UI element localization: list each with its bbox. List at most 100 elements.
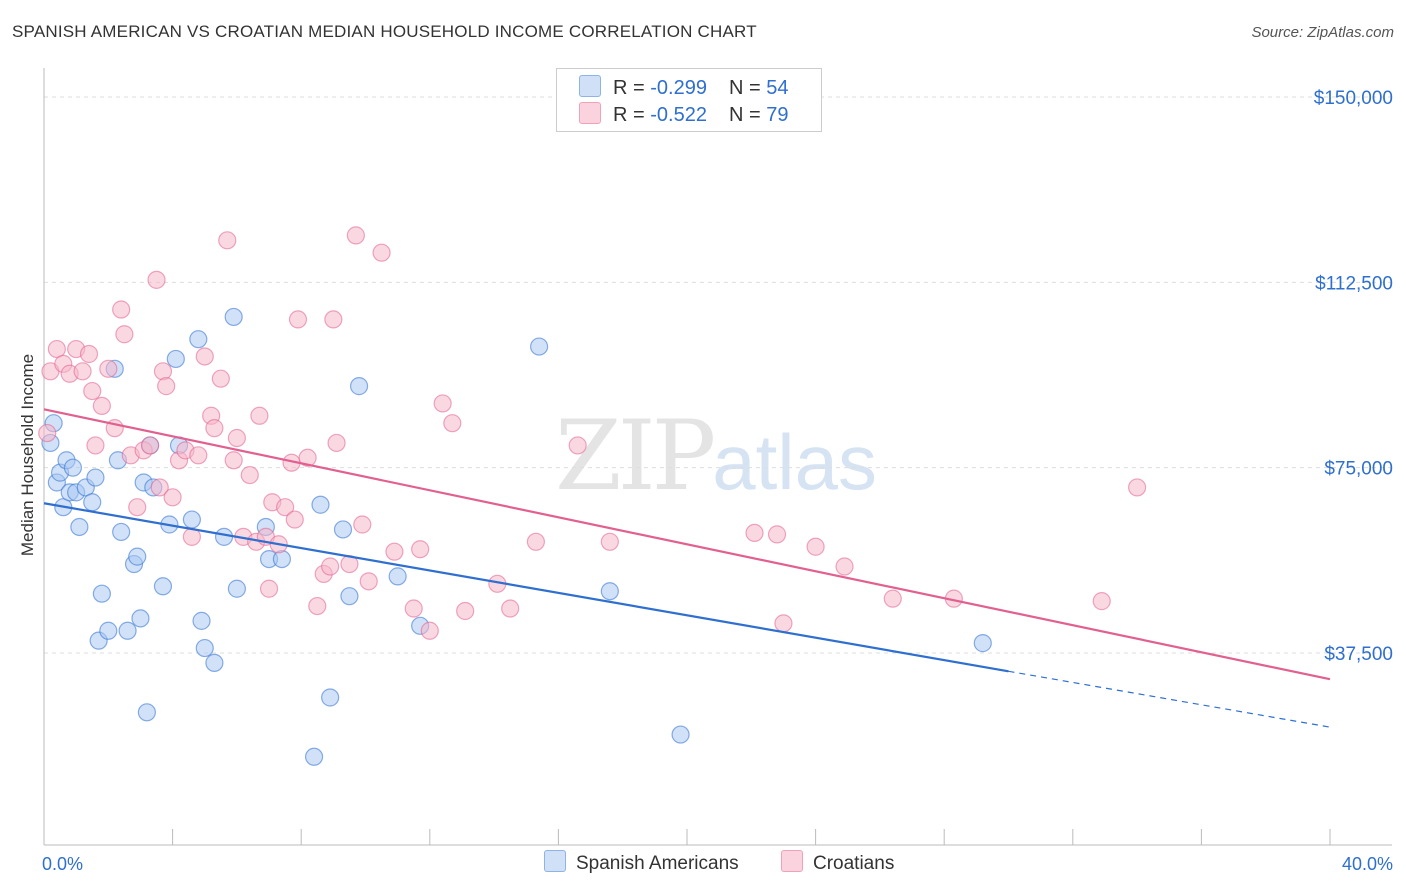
spanish-point-50: [530, 337, 549, 356]
spanish-point-22: [131, 609, 150, 628]
croatian-point-77: [1127, 478, 1147, 497]
legend-swatch-blue: [579, 75, 601, 97]
croatian-point-9: [86, 436, 105, 455]
spanish-point-19: [118, 621, 137, 640]
croatian-point-19: [147, 270, 166, 289]
croatian-point-68: [568, 436, 587, 455]
spanish-point-18: [112, 522, 131, 542]
croatian-point-0: [38, 423, 57, 443]
spanish-point-34: [195, 638, 214, 658]
croatian-point-52: [327, 433, 346, 453]
croatian-point-57: [372, 243, 391, 262]
spanish-point-37: [224, 307, 243, 327]
legend-swatch-blue: [544, 850, 566, 872]
trendlines: [43, 408, 1331, 728]
croatian-point-21: [153, 362, 173, 381]
spanish-point-46: [340, 587, 359, 606]
croatian-point-70: [767, 525, 787, 544]
spanish-point-43: [311, 495, 330, 514]
spanish-point-12: [86, 468, 105, 487]
spanish-point-44: [321, 688, 340, 707]
source-credit: Source: ZipAtlas.com: [1251, 24, 1394, 41]
y-axis-label: Median Household Income: [18, 353, 37, 557]
r-value-croatian: -0.522: [650, 104, 707, 126]
legend-swatch-pink: [579, 102, 601, 124]
spanish-point-31: [182, 510, 201, 529]
croatian-point-20: [150, 478, 169, 497]
croatian-point-22: [157, 377, 176, 396]
legend-row-spanish-americans: R = -0.299 N = 54: [579, 75, 788, 99]
axes: [43, 68, 1392, 846]
croatian-point-71: [774, 614, 793, 633]
n-value-croatian: 79: [766, 104, 789, 126]
croatian-point-10: [92, 396, 111, 415]
croatian-point-72: [806, 537, 825, 556]
croatian-point-47: [298, 448, 317, 467]
croatian-point-69: [600, 532, 619, 551]
tick-labels: $37,500 $75,000 $112,500 $150,000 0.0% 40.0%: [42, 88, 1393, 874]
croatian-point-40: [259, 579, 279, 598]
croatian-point-60: [411, 540, 430, 559]
grid-lines: [44, 96, 1392, 654]
croatian-point-31: [211, 369, 230, 388]
croatian-point-74: [883, 589, 902, 608]
croatian-point-55: [353, 515, 372, 534]
chart-title: SPANISH AMERICAN VS CROATIAN MEDIAN HOUS…: [12, 22, 757, 41]
spanish-point-45: [333, 520, 353, 539]
croatian-point-45: [285, 510, 304, 529]
spanish-point-15: [99, 621, 118, 640]
croatian-point-56: [359, 572, 378, 591]
spanish-point-47: [349, 377, 369, 396]
spanish-point-32: [189, 330, 208, 349]
spanish-point-14: [92, 584, 111, 603]
spanish-point-9: [70, 517, 89, 537]
croatian-point-43: [276, 498, 295, 517]
croatian-point-7: [79, 344, 99, 364]
spanish-point-33: [192, 611, 211, 630]
croatian-point-14: [115, 325, 134, 344]
watermark-atlas: atlas: [712, 418, 877, 506]
legend-item-spanish-americans[interactable]: Spanish Americans: [544, 850, 739, 875]
trendline-spanish-extension: [1008, 670, 1331, 728]
spanish-point-27: [153, 577, 173, 596]
watermark-zip: ZIP: [555, 400, 716, 512]
y-tick-label-0: $37,500: [1324, 644, 1393, 665]
n-value-spanish: 54: [766, 77, 789, 99]
r-value-spanish: -0.299: [650, 77, 707, 99]
croatian-point-76: [1092, 592, 1111, 611]
spanish-point-21: [128, 547, 147, 566]
croatian-point-63: [443, 414, 462, 433]
croatian-point-23: [163, 488, 182, 507]
legend-swatch-pink: [781, 850, 803, 872]
spanish-point-24: [137, 703, 156, 722]
series-croatians: [38, 226, 1147, 640]
croatian-point-30: [205, 419, 224, 438]
spanish-point-52: [671, 725, 690, 744]
watermark: ZIPatlas: [555, 400, 877, 512]
croatian-point-18: [140, 436, 160, 455]
legend-item-croatians[interactable]: Croatians: [781, 850, 894, 875]
y-tick-label-3: $150,000: [1314, 88, 1393, 109]
spanish-point-29: [166, 349, 185, 369]
croatian-point-36: [240, 465, 259, 485]
croatian-point-58: [385, 542, 404, 561]
croatian-point-78: [745, 523, 764, 543]
croatian-point-64: [456, 601, 475, 621]
y-tick-label-2: $112,500: [1315, 273, 1393, 294]
spanish-point-35: [205, 653, 224, 672]
y-tick-label-1: $75,000: [1324, 459, 1393, 480]
spanish-point-11: [83, 493, 102, 512]
croatian-point-33: [224, 451, 243, 470]
spanish-point-53: [973, 634, 992, 653]
spanish-point-48: [388, 567, 407, 586]
x-tick-label-max: 40.0%: [1342, 854, 1393, 874]
trendline-croatian: [43, 408, 1331, 681]
croatian-point-54: [346, 226, 365, 245]
legend-row-croatians: R = -0.522 N = 79: [579, 102, 788, 126]
croatian-point-62: [433, 394, 452, 413]
spanish-point-7: [63, 458, 83, 477]
croatian-point-27: [189, 446, 208, 465]
croatian-point-61: [420, 621, 439, 640]
croatian-point-16: [128, 498, 147, 517]
